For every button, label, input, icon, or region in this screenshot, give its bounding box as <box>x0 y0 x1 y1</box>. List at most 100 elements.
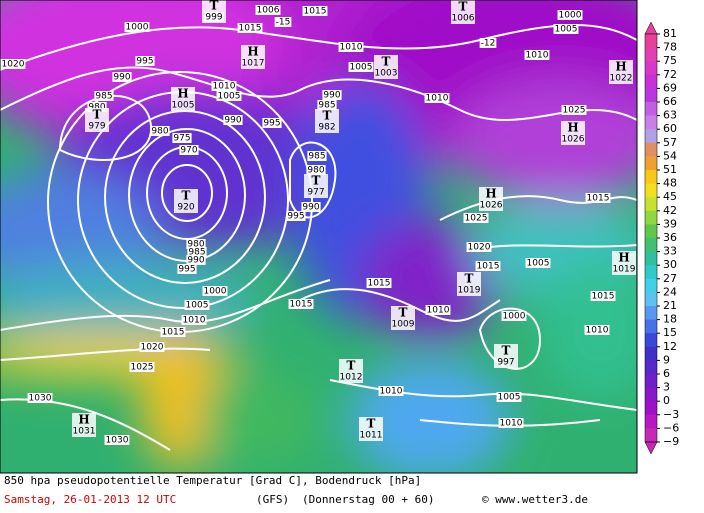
center-symbol: H <box>247 45 258 59</box>
isobar-label-bg <box>498 418 524 428</box>
footer-model: (GFS) <box>256 493 289 506</box>
isobar-label: 1010 <box>427 306 450 316</box>
isobar-label: 1025 <box>563 106 586 116</box>
colorbar-band <box>645 129 657 144</box>
isobar-label: 995 <box>178 265 195 275</box>
isobar-label: 1015 <box>587 194 610 204</box>
isobar-label-bg <box>184 300 210 310</box>
isobar-label: 985 <box>188 248 205 258</box>
colorbar-band <box>645 142 657 157</box>
isobar-label: 1000 <box>559 11 582 21</box>
center-symbol: H <box>78 413 89 427</box>
isobar-label: -12 <box>481 39 496 49</box>
isobar-label: 1015 <box>304 7 327 17</box>
center-symbol: T <box>210 0 219 13</box>
isobar-label: 985 <box>95 92 112 102</box>
center-pressure: 977 <box>307 188 324 198</box>
isobar-label-bg <box>525 258 551 268</box>
center-bg <box>479 187 503 211</box>
center-pressure: 1017 <box>242 59 265 69</box>
isobar-label: 990 <box>113 73 130 83</box>
colorbar-label: 54 <box>663 149 677 162</box>
colorbar-label: 39 <box>663 217 677 230</box>
isobar-label: 1006 <box>257 6 280 16</box>
isobar-label: 1015 <box>477 262 500 272</box>
colorbar-band <box>645 278 657 293</box>
isobar-label: 1015 <box>592 292 615 302</box>
isobar-label-bg <box>104 435 130 445</box>
center-bg <box>609 60 633 84</box>
isobar-label: 1015 <box>368 279 391 289</box>
isobar-label-bg <box>0 59 26 69</box>
colorbar-band <box>645 401 657 416</box>
colorbar-band <box>645 210 657 225</box>
isobar-label-bg <box>172 133 192 143</box>
isobar-label-bg <box>211 81 237 91</box>
colorbar-band <box>645 387 657 402</box>
center-symbol: T <box>459 0 468 14</box>
center-bg <box>612 251 636 275</box>
colorbar-band <box>645 346 657 361</box>
colorbar-label: 75 <box>663 54 677 67</box>
isobar-label-bg <box>274 17 292 27</box>
isobar-label-bg <box>27 393 53 403</box>
isobar-label-bg <box>186 239 206 249</box>
colorbar-label: 45 <box>663 190 677 203</box>
isobar-label-bg <box>216 91 242 101</box>
center-pressure: 997 <box>497 358 514 368</box>
colorbar-label: 6 <box>663 367 670 380</box>
center-bg <box>457 272 481 296</box>
center-symbol: H <box>618 251 629 265</box>
colorbar-label: 0 <box>663 394 670 407</box>
map-labels: 100099910061015-15101510101005-121000100… <box>0 0 636 446</box>
center-pressure: 1019 <box>613 265 636 275</box>
isobar-label: 1015 <box>239 24 262 34</box>
center-pressure: 1009 <box>392 320 415 330</box>
colorbar-label: 78 <box>663 41 677 54</box>
isobar-label-bg <box>466 242 492 252</box>
footer-date: Samstag, 26-01-2013 12 UTC <box>4 493 176 506</box>
center-pressure: 1006 <box>452 14 475 24</box>
center-pressure: 1026 <box>562 135 585 145</box>
center-symbol: T <box>502 344 511 358</box>
isobar-label: 985 <box>318 101 335 111</box>
colorbar-label: 42 <box>663 204 677 217</box>
colorbar-label: 69 <box>663 81 677 94</box>
colorbar-band <box>645 156 657 171</box>
isobar-label-bg <box>317 100 337 110</box>
center-bg <box>171 87 195 111</box>
colorbar-band <box>645 61 657 76</box>
isobar-label: 1005 <box>218 92 241 102</box>
center-pressure: 1012 <box>340 373 363 383</box>
isobar-label-bg <box>307 151 327 161</box>
isobar-label-bg <box>262 118 282 128</box>
colorbar-label: 30 <box>663 258 677 271</box>
center-pressure: 1019 <box>458 286 481 296</box>
center-pressure: 1026 <box>480 201 503 211</box>
isobar-label-bg <box>501 311 527 321</box>
colorbar-label: 21 <box>663 299 677 312</box>
isobar-label-bg <box>425 305 451 315</box>
colorbar-label: 3 <box>663 381 670 394</box>
isobar-label-bg <box>129 362 155 372</box>
colorbar-band <box>645 238 657 253</box>
colorbar-label: 48 <box>663 177 677 190</box>
isobar-label-bg <box>553 24 579 34</box>
center-pressure: 982 <box>318 123 335 133</box>
isobar-label-bg <box>302 6 328 16</box>
colorbar-band <box>645 47 657 62</box>
isobar-label: 990 <box>187 256 204 266</box>
isobar-label-bg <box>301 202 321 212</box>
isobar-label: 995 <box>287 212 304 222</box>
colorbar-bottom-cap <box>644 441 658 455</box>
isobar-label-bg <box>475 261 501 271</box>
center-symbol: T <box>182 189 191 203</box>
center-symbol: H <box>567 121 578 135</box>
isobar-label: 1005 <box>186 301 209 311</box>
isobar-label: 980 <box>307 166 324 176</box>
center-symbol: T <box>382 55 391 69</box>
center-bg <box>85 108 109 132</box>
center-bg <box>391 306 415 330</box>
colorbar-band <box>645 102 657 117</box>
center-pressure: 920 <box>177 203 194 213</box>
